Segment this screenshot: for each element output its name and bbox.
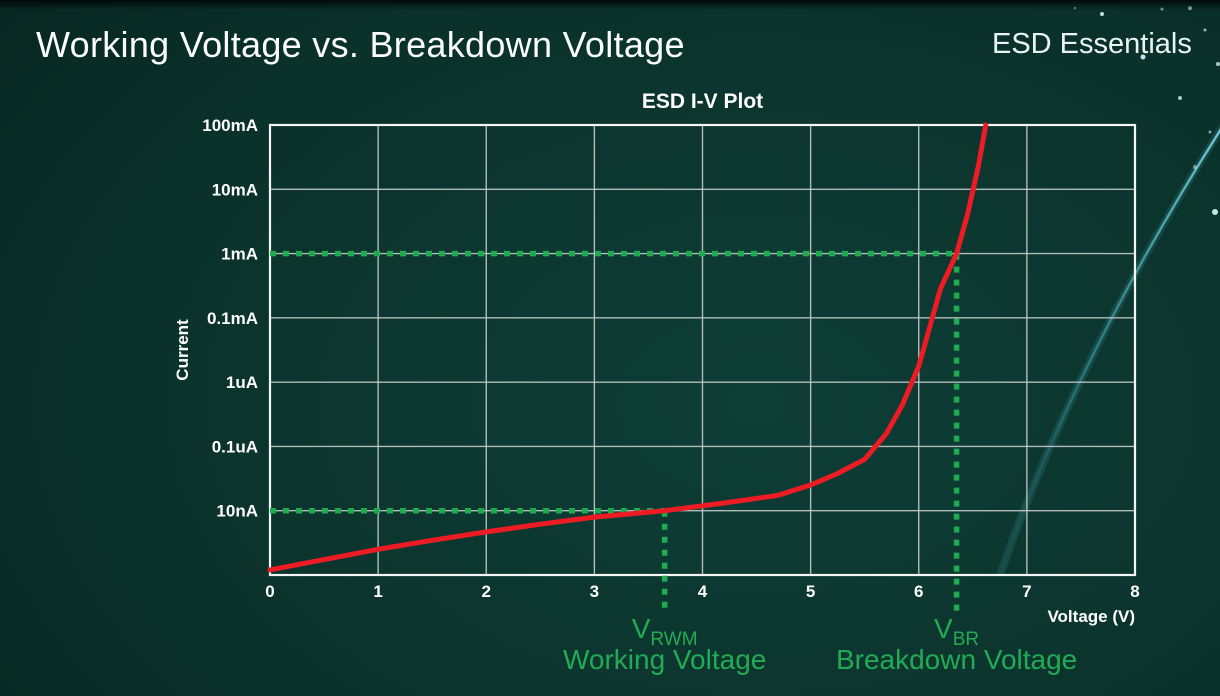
x-tick-label: 1 [373,582,382,601]
x-tick-label: 5 [806,582,815,601]
y-tick-label: 10mA [212,180,258,199]
annotation-caption: Working Voltage [563,644,766,675]
y-tick-label: 100mA [202,116,258,135]
x-tick-label: 4 [698,582,708,601]
y-tick-label: 0.1mA [207,309,258,328]
x-tick-label: 8 [1130,582,1139,601]
annotation-caption: Breakdown Voltage [836,644,1077,675]
x-tick-label: 7 [1022,582,1031,601]
annotation-symbol: VBR [934,613,979,650]
x-tick-label: 3 [590,582,599,601]
y-axis-title: Current [173,319,192,381]
y-tick-label: 1mA [221,245,258,264]
background-particles [1073,6,1220,215]
axis-frame [268,123,1137,577]
chart-title: ESD I-V Plot [642,90,763,113]
x-tick-label: 0 [265,582,274,601]
annotation-symbol: VRWM [632,613,698,650]
iv-curve [267,122,989,573]
x-tick-label: 2 [482,582,491,601]
y-tick-label: 10nA [216,502,258,521]
x-tick-label: 6 [914,582,923,601]
brand-logo: ESD Essentials [992,28,1192,60]
x-axis-title: Voltage (V) [1047,607,1135,626]
slide-title: Working Voltage vs. Breakdown Voltage [36,24,685,65]
y-tick-label: 0.1uA [212,437,258,456]
y-tick-label: 1uA [226,373,258,392]
